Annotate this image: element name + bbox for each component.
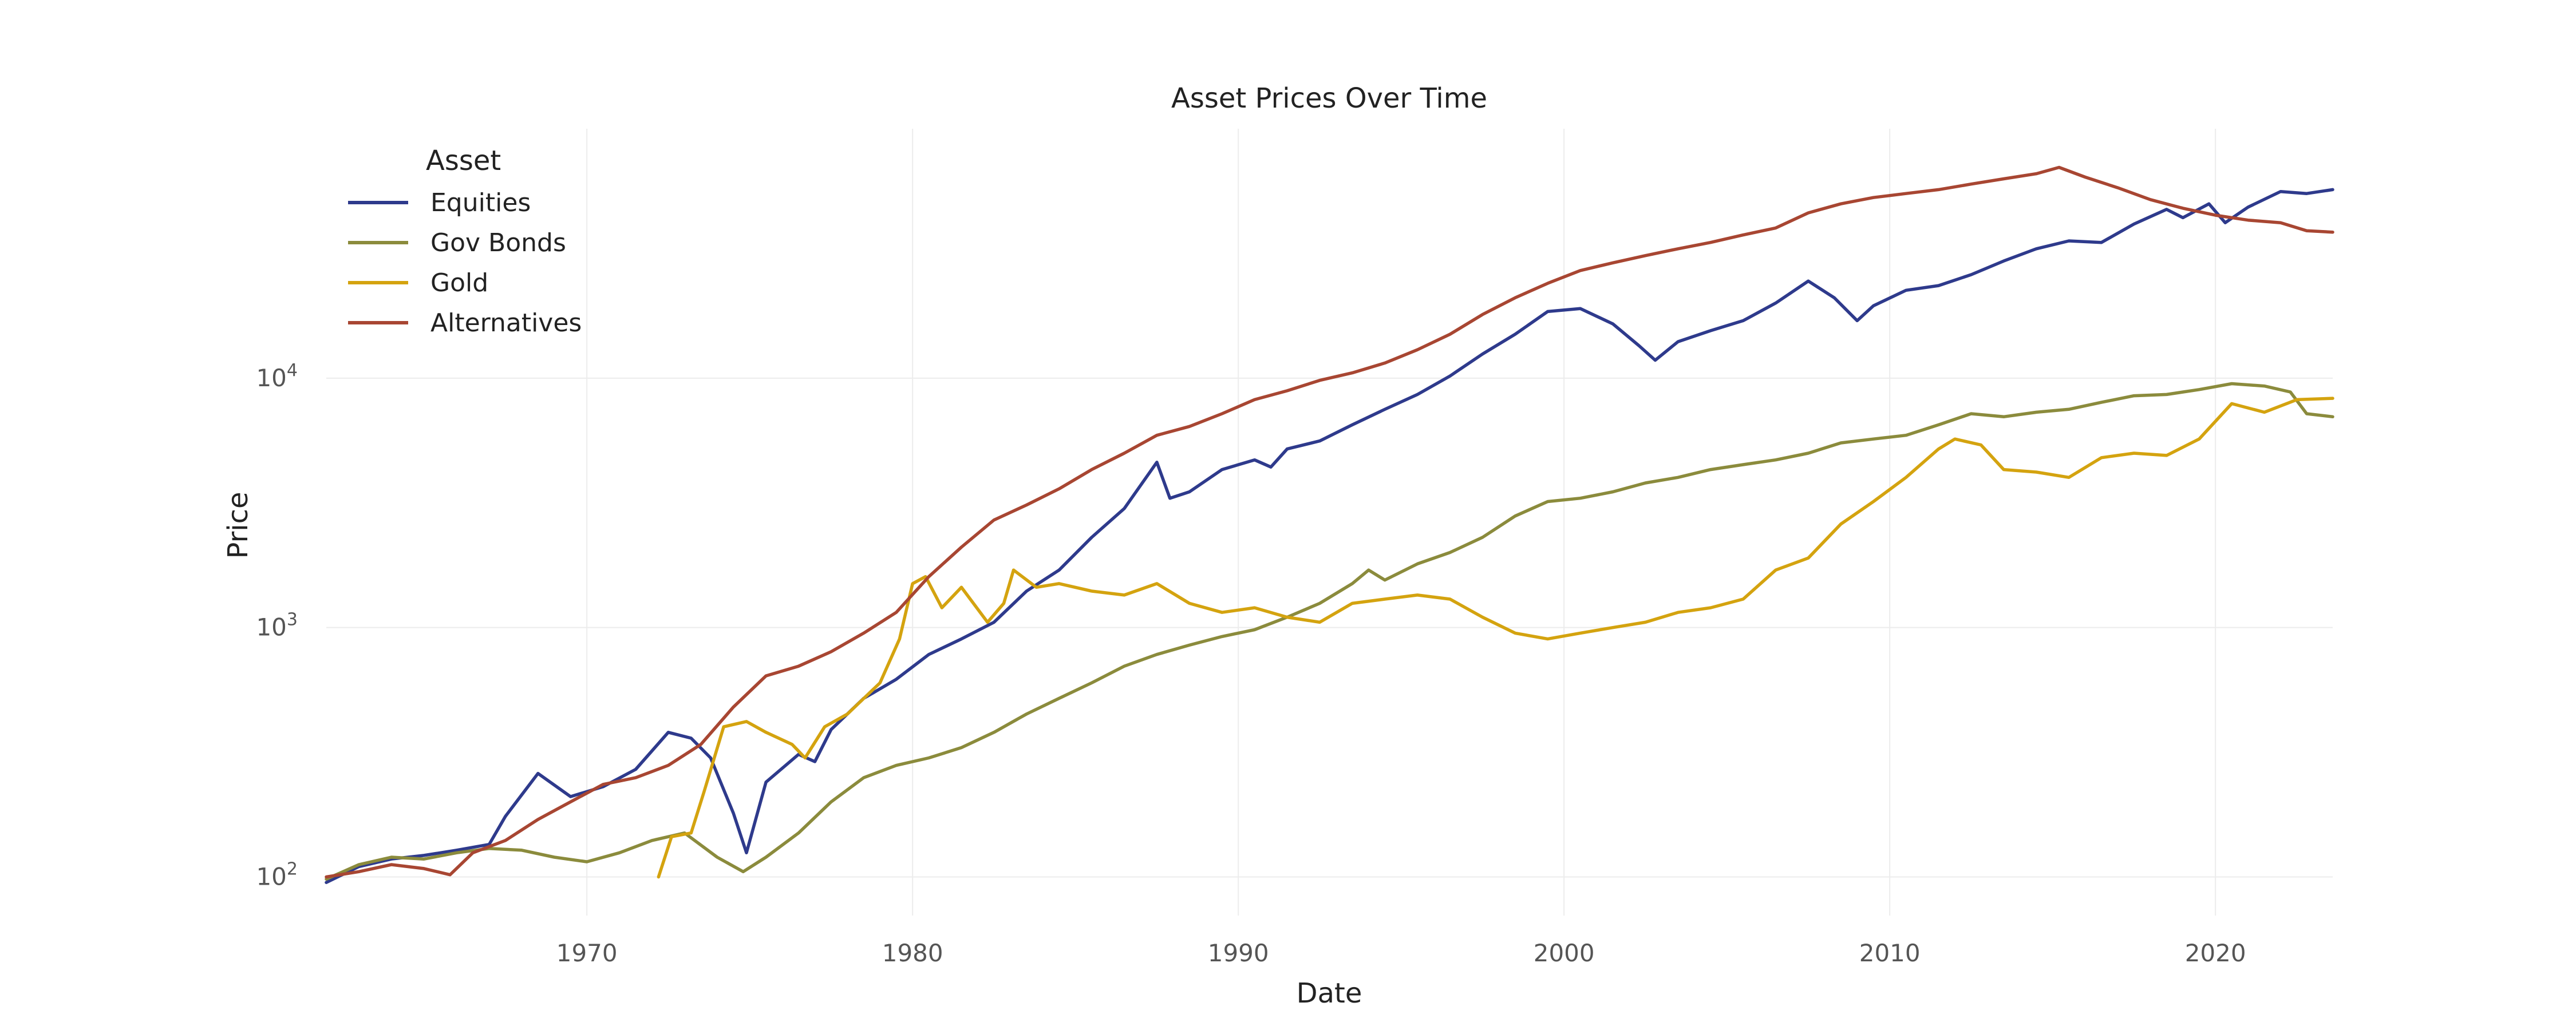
y-tick-label: 103	[256, 610, 298, 641]
x-tick-label: 2020	[2185, 939, 2246, 967]
x-axis-label: Date	[1297, 977, 1362, 1009]
x-tick-label: 2010	[1859, 939, 1921, 967]
y-tick-label: 102	[256, 859, 298, 890]
series-lines	[325, 165, 2334, 884]
grid-lines	[326, 129, 2333, 916]
x-tick-label: 1970	[556, 939, 618, 967]
legend-label-equities: Equities	[430, 188, 531, 217]
legend-label-gov-bonds: Gov Bonds	[430, 228, 566, 258]
series-line-alternatives	[325, 165, 2334, 879]
x-axis-ticks: 1970 1980 1990 2000 2010 2020	[556, 939, 2246, 967]
x-tick-label: 1990	[1208, 939, 1269, 967]
y-axis-ticks: 102 103 104	[256, 360, 298, 891]
legend-title: Asset	[426, 145, 501, 177]
legend-items: Equities Gov Bonds Gold Alternatives	[348, 188, 582, 338]
x-tick-label: 2000	[1534, 939, 1595, 967]
y-axis-label: Price	[222, 492, 254, 558]
series-line-gold	[657, 397, 2334, 879]
series-line-equities	[325, 188, 2334, 884]
x-tick-label: 1980	[882, 939, 943, 967]
series-line-gov-bonds	[325, 382, 2334, 881]
legend-label-gold: Gold	[430, 268, 488, 298]
y-tick-label: 104	[256, 360, 298, 392]
legend: Asset Equities Gov Bonds Gold Alternatives	[348, 145, 582, 338]
chart-title: Asset Prices Over Time	[1171, 82, 1487, 114]
legend-label-alternatives: Alternatives	[430, 308, 582, 338]
